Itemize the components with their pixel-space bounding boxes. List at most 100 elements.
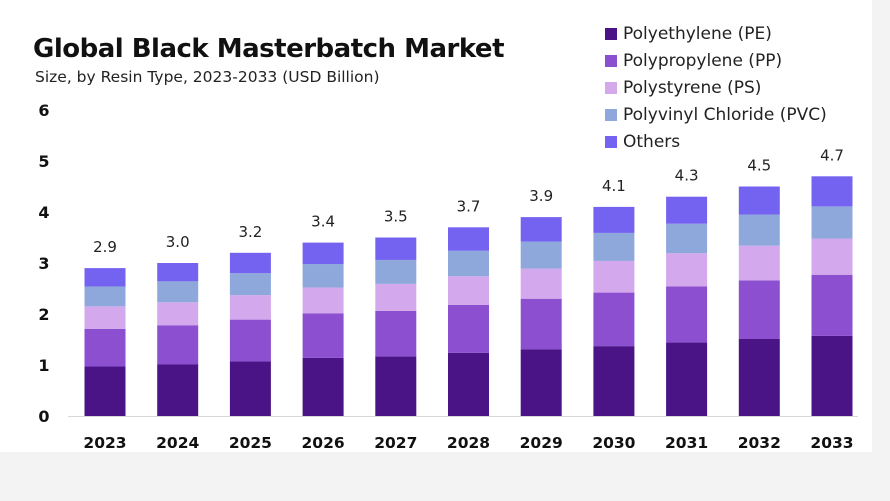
bar-segment (229, 319, 271, 362)
bar-segment (593, 346, 635, 416)
data-label: 3.7 (457, 197, 481, 215)
x-tick-label: 2027 (374, 434, 417, 452)
legend-swatch (605, 81, 617, 94)
bar-segment (229, 252, 271, 274)
bar-segment (157, 302, 199, 326)
bar-segment (520, 217, 562, 242)
y-tick-label: 6 (38, 101, 49, 120)
legend-swatch (605, 135, 617, 148)
legend-label: Polystyrene (PS) (623, 77, 762, 98)
data-label: 3.2 (238, 223, 262, 241)
bar-segment (84, 306, 126, 329)
data-label: 3.9 (529, 187, 553, 205)
data-label: 4.3 (675, 167, 699, 185)
legend-label: Polyvinyl Chloride (PVC) (623, 104, 827, 125)
legend-swatch (605, 108, 617, 121)
bar-segment (666, 196, 708, 224)
bar-segment (157, 325, 199, 365)
bar-segment (375, 237, 417, 260)
bar-segment (157, 364, 199, 416)
legend-label: Polyethylene (PE) (623, 23, 772, 44)
bar-segment (520, 349, 562, 416)
bar-segment (520, 241, 562, 269)
bar-segment (666, 342, 708, 416)
x-tick-label: 2025 (229, 434, 272, 452)
bar-segment (666, 286, 708, 343)
legend: Polyethylene (PE) Polypropylene (PP) Polys… (605, 20, 827, 155)
data-label: 3.0 (166, 233, 190, 251)
bar-segment (666, 223, 708, 254)
bar-segment (157, 263, 199, 282)
bar-segment (84, 286, 126, 307)
y-tick-label: 2 (38, 305, 49, 324)
bar-segment (666, 253, 708, 287)
bar-segment (302, 242, 344, 265)
data-label: 2.9 (93, 238, 117, 256)
bar-segment (302, 313, 344, 358)
y-tick-label: 4 (38, 203, 49, 222)
bar-segment (593, 206, 635, 233)
legend-item: Polyvinyl Chloride (PVC) (605, 101, 827, 128)
bar-segment (811, 206, 853, 239)
bar-segment (593, 232, 635, 261)
bar-segment (375, 283, 417, 311)
bar-segment (738, 245, 780, 281)
bar-segment (448, 304, 489, 353)
bar-segment (84, 328, 126, 367)
y-tick-label: 3 (38, 254, 49, 273)
bar-segment (229, 273, 271, 296)
chart-title: Global Black Masterbatch Market (33, 34, 505, 64)
legend-item: Polyethylene (PE) (605, 20, 827, 47)
bar-segment (520, 268, 562, 299)
bar-segment (448, 352, 489, 416)
x-tick-label: 2026 (302, 434, 345, 452)
bar-segment (811, 176, 853, 207)
legend-item: Polystyrene (PS) (605, 74, 827, 101)
legend-swatch (605, 54, 617, 67)
bar-segment (811, 335, 853, 416)
bar-segment (375, 356, 417, 416)
bar-segment (448, 250, 489, 277)
legend-item: Polypropylene (PP) (605, 47, 827, 74)
bar-segment (811, 238, 853, 275)
data-label: 4.5 (747, 157, 771, 175)
legend-label: Polypropylene (PP) (623, 50, 783, 71)
bar-segment (448, 227, 489, 251)
bar-segment (811, 274, 853, 336)
data-label: 4.7 (820, 146, 844, 164)
bar-segment (375, 259, 417, 284)
data-label: 4.1 (602, 177, 626, 195)
bar-segment (302, 264, 344, 288)
bar-segment (375, 310, 417, 357)
bar-segment (157, 281, 199, 303)
x-tick-label: 2028 (447, 434, 490, 452)
bar-segment (520, 298, 562, 350)
bar-segment (593, 292, 635, 347)
x-tick-label: 2023 (83, 434, 126, 452)
data-label: 3.4 (311, 213, 335, 231)
bar-segment (229, 361, 271, 416)
x-tick-label: 2030 (592, 434, 635, 452)
x-tick-label: 2029 (520, 434, 563, 452)
y-tick-label: 5 (38, 152, 49, 171)
y-tick-label: 1 (38, 356, 49, 375)
x-tick-label: 2033 (810, 434, 853, 452)
chart-subtitle: Size, by Resin Type, 2023-2033 (USD Bill… (35, 68, 380, 86)
x-tick-label: 2032 (738, 434, 781, 452)
bar-segment (738, 214, 780, 246)
bar-segment (229, 295, 271, 320)
bar-segment (84, 366, 126, 416)
legend-item: Others (605, 128, 827, 155)
bar-segment (738, 280, 780, 339)
bar-segment (593, 260, 635, 293)
bar-segment (302, 357, 344, 416)
legend-label: Others (623, 131, 681, 152)
x-tick-label: 2024 (156, 434, 199, 452)
bar-segment (84, 268, 126, 287)
legend-swatch (605, 27, 617, 40)
y-tick-label: 0 (38, 407, 49, 426)
bar-segment (302, 287, 344, 314)
x-tick-label: 2031 (665, 434, 708, 452)
bar-segment (738, 338, 780, 416)
